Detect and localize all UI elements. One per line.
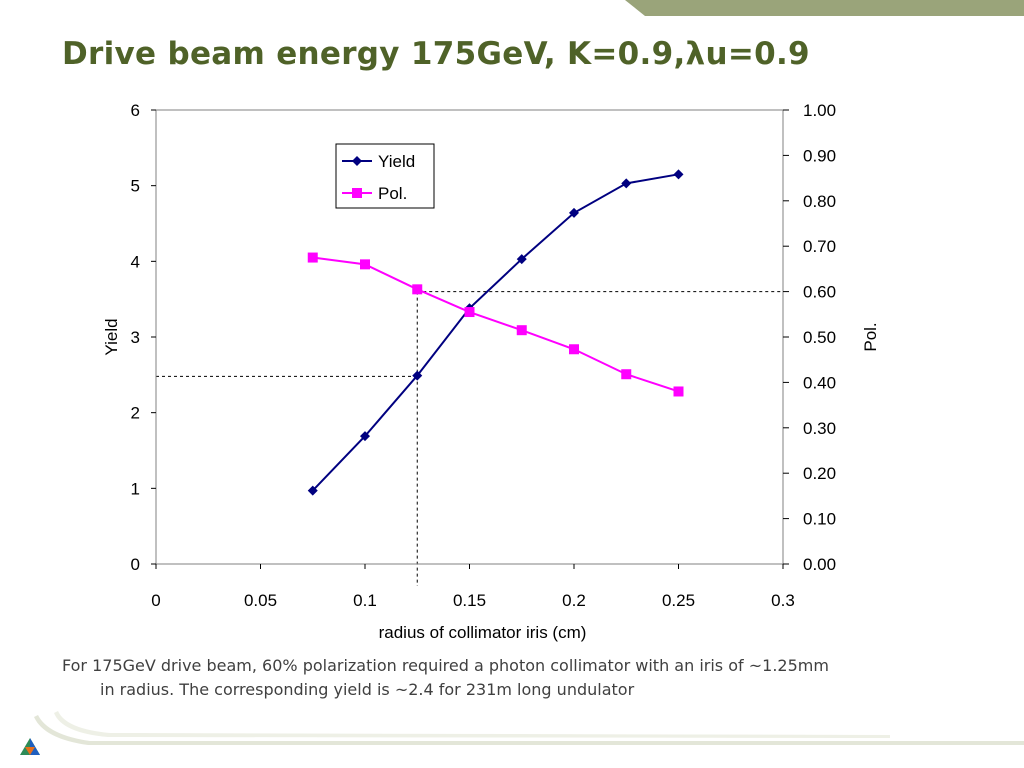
- y-tick-label: 2: [131, 404, 140, 423]
- y2-tick-label: 0.90: [803, 146, 836, 165]
- y-tick-label: 0: [131, 555, 140, 574]
- series-line-pol: [312, 256, 679, 393]
- slide-title: Drive beam energy 175GeV, K=0.9,λu=0.9: [62, 36, 810, 72]
- reference-lines: [156, 291, 783, 586]
- yield-polarization-chart: 01234560.000.100.200.300.400.500.600.700…: [102, 101, 880, 642]
- data-point-yield: [621, 178, 632, 189]
- data-point-pol: [360, 259, 370, 270]
- y-tick-label: 3: [131, 328, 140, 347]
- data-point-pol: [516, 325, 527, 336]
- y2-tick-label: 0.20: [803, 464, 836, 483]
- legend-marker: [352, 188, 362, 198]
- chart-series: [307, 169, 684, 496]
- x-tick-label: 0.15: [453, 591, 486, 610]
- caption-line-1: For 175GeV drive beam, 60% polarization …: [62, 656, 829, 675]
- data-point-yield: [360, 431, 370, 442]
- y2-tick-label: 0.00: [803, 555, 836, 574]
- slide-caption: For 175GeV drive beam, 60% polarization …: [62, 654, 962, 702]
- y2-tick-label: 0.50: [803, 328, 836, 347]
- legend-marker: [352, 156, 362, 166]
- data-point-yield: [412, 370, 423, 381]
- data-point-pol: [673, 386, 684, 397]
- y-axis-title: Yield: [102, 318, 121, 355]
- x-tick-label: 0.25: [662, 591, 695, 610]
- data-point-yield: [516, 254, 527, 265]
- chart-legend: Yield Pol.: [335, 143, 435, 209]
- data-point-pol: [412, 284, 423, 295]
- caption-line-2: in radius. The corresponding yield is ~2…: [100, 680, 635, 699]
- x-tick-label: 0: [151, 591, 160, 610]
- x-tick-label: 0.3: [771, 591, 795, 610]
- y-tick-label: 4: [131, 252, 140, 271]
- x-axis-title: radius of collimator iris (cm): [379, 623, 587, 642]
- series-line-yield: [312, 173, 679, 492]
- y-tick-label: 5: [131, 177, 140, 196]
- plot-area: [155, 109, 784, 565]
- y2-tick-label: 0.80: [803, 192, 836, 211]
- legend-box: [335, 143, 435, 209]
- y2-axis-title: Pol.: [861, 322, 880, 351]
- legend-label: Yield: [378, 152, 415, 171]
- y2-tick-label: 0.70: [803, 237, 836, 256]
- y2-tick-label: 0.40: [803, 373, 836, 392]
- data-point-pol: [464, 307, 475, 318]
- footer-swoosh-light: [54, 711, 890, 738]
- data-point-pol: [569, 344, 579, 355]
- x-tick-label: 0.05: [244, 591, 277, 610]
- data-point-yield: [673, 169, 684, 180]
- footer-swoosh: [34, 715, 1024, 745]
- data-point-yield: [569, 207, 579, 218]
- y2-tick-label: 1.00: [803, 101, 836, 120]
- y-tick-label: 1: [131, 479, 140, 498]
- data-point-pol: [307, 252, 318, 263]
- x-tick-label: 0.2: [562, 591, 586, 610]
- y-tick-label: 6: [131, 101, 140, 120]
- chart-axes: 01234560.000.100.200.300.400.500.600.700…: [102, 101, 880, 642]
- y2-tick-label: 0.30: [803, 419, 836, 438]
- x-tick-label: 0.1: [353, 591, 377, 610]
- data-point-pol: [621, 369, 632, 380]
- header-accent-band: [625, 0, 1024, 16]
- logo-icon: [20, 738, 40, 755]
- y2-tick-label: 0.10: [803, 510, 836, 529]
- legend-label: Pol.: [378, 184, 407, 203]
- y2-tick-label: 0.60: [803, 283, 836, 302]
- data-point-yield: [307, 485, 318, 496]
- footer-decoration: [20, 711, 1024, 755]
